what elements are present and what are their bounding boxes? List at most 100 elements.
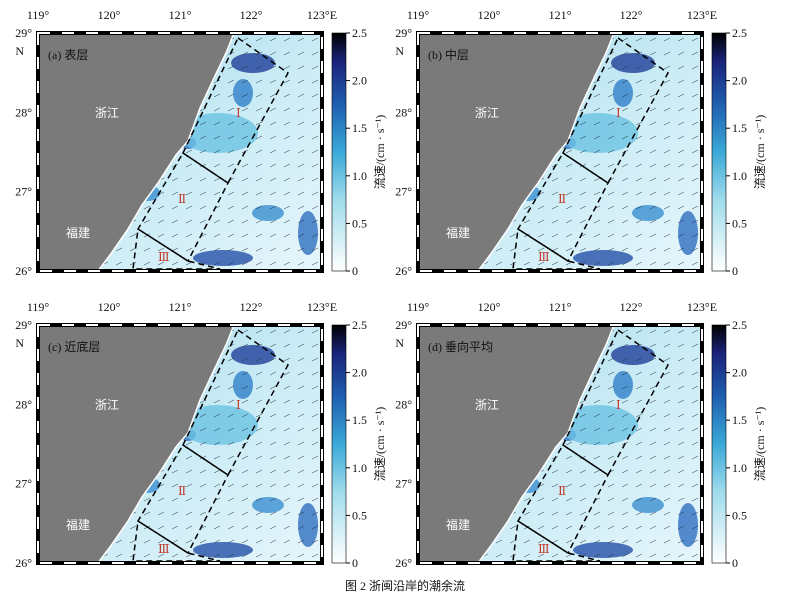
flow-arrow [635, 79, 643, 84]
flow-arrow [283, 65, 291, 70]
flow-arrow [297, 149, 305, 154]
flow-arrow [255, 483, 263, 488]
flow-arrow [663, 455, 671, 460]
flow-arrow [635, 399, 643, 404]
colorbar-tick-label: 0 [352, 556, 358, 570]
flow-arrow [635, 343, 643, 348]
flow-arrow [241, 261, 249, 266]
speed-patch [613, 79, 633, 107]
flow-arrow [649, 233, 657, 238]
flow-arrow [185, 483, 193, 488]
flow-arrow [255, 205, 263, 210]
flow-arrow [607, 149, 615, 154]
flow-arrow [621, 261, 629, 266]
flow-arrow [297, 511, 305, 516]
flow-arrow [663, 553, 671, 558]
colorbar-label: 流速/(cm · s⁻¹) [373, 115, 387, 190]
flow-arrow [565, 441, 573, 446]
flow-arrow [663, 261, 671, 266]
flow-arrow [213, 135, 221, 140]
flow-arrow [227, 247, 235, 252]
flow-arrow [537, 233, 545, 238]
flow-arrow [663, 205, 671, 210]
flow-arrow [649, 37, 657, 42]
region-label: Ⅲ [538, 250, 550, 264]
flow-arrow [269, 135, 277, 140]
flow-arrow [227, 107, 235, 112]
flow-arrow [565, 233, 573, 238]
flow-arrow [255, 525, 263, 530]
region-label: Ⅰ [236, 106, 241, 120]
flow-arrow [297, 177, 305, 182]
flow-arrow [185, 177, 193, 182]
flow-arrow [283, 483, 291, 488]
flow-arrow [157, 233, 165, 238]
flow-arrow [297, 469, 305, 474]
flow-arrow [157, 497, 165, 502]
flow-arrow [283, 427, 291, 432]
colorbar-tick-label: 0.5 [732, 508, 747, 522]
lat-tick-label: 29° [395, 26, 412, 40]
flow-arrow [691, 79, 699, 84]
speed-patch [678, 503, 698, 547]
flow-arrow [255, 219, 263, 224]
flow-arrow [297, 371, 305, 376]
flow-arrow [635, 149, 643, 154]
flow-arrow [269, 343, 277, 348]
flow-arrow [621, 65, 629, 70]
flow-arrow [593, 107, 601, 112]
flow-arrow [199, 483, 207, 488]
flow-arrow [283, 135, 291, 140]
flow-arrow [269, 427, 277, 432]
flow-arrow [269, 149, 277, 154]
flow-arrow [565, 497, 573, 502]
flow-arrow [227, 441, 235, 446]
flow-arrow [199, 539, 207, 544]
flow-arrow [523, 205, 531, 210]
flow-arrow [311, 455, 319, 460]
colorbar-tick-label: 0 [732, 264, 738, 278]
flow-arrow [663, 329, 671, 334]
flow-arrow [677, 385, 685, 390]
flow-arrow [241, 511, 249, 516]
flow-arrow [677, 177, 685, 182]
flow-arrow [663, 177, 671, 182]
flow-arrow [663, 385, 671, 390]
flow-arrow [649, 483, 657, 488]
flow-arrow [649, 149, 657, 154]
speed-patch [678, 211, 698, 255]
flow-arrow [621, 539, 629, 544]
flow-arrow [297, 385, 305, 390]
flow-arrow [565, 511, 573, 516]
flow-arrow [565, 539, 573, 544]
flow-arrow [663, 413, 671, 418]
flow-arrow [269, 329, 277, 334]
flow-arrow [171, 177, 179, 182]
flow-arrow [649, 343, 657, 348]
flow-arrow [663, 135, 671, 140]
flow-arrow [227, 65, 235, 70]
flow-arrow [255, 413, 263, 418]
flow-arrow [255, 107, 263, 112]
flow-arrow [607, 107, 615, 112]
flow-arrow [269, 469, 277, 474]
flow-arrow [607, 553, 615, 558]
speed-patch [231, 345, 275, 365]
flow-arrow [593, 149, 601, 154]
flow-arrow [185, 205, 193, 210]
panel-label: (b) 中层 [428, 47, 469, 62]
flow-arrow [663, 191, 671, 196]
flow-arrow [663, 441, 671, 446]
colorbar-tick-label: 2.5 [352, 26, 367, 40]
flow-arrow [255, 247, 263, 252]
flow-arrow [255, 469, 263, 474]
lat-tick-label: 28° [15, 105, 32, 119]
flow-arrow [607, 357, 615, 362]
flow-arrow [199, 441, 207, 446]
flow-arrow [269, 121, 277, 126]
flow-arrow [227, 79, 235, 84]
flow-arrow [297, 427, 305, 432]
province-label: 福建 [446, 225, 470, 240]
flow-arrow [607, 261, 615, 266]
